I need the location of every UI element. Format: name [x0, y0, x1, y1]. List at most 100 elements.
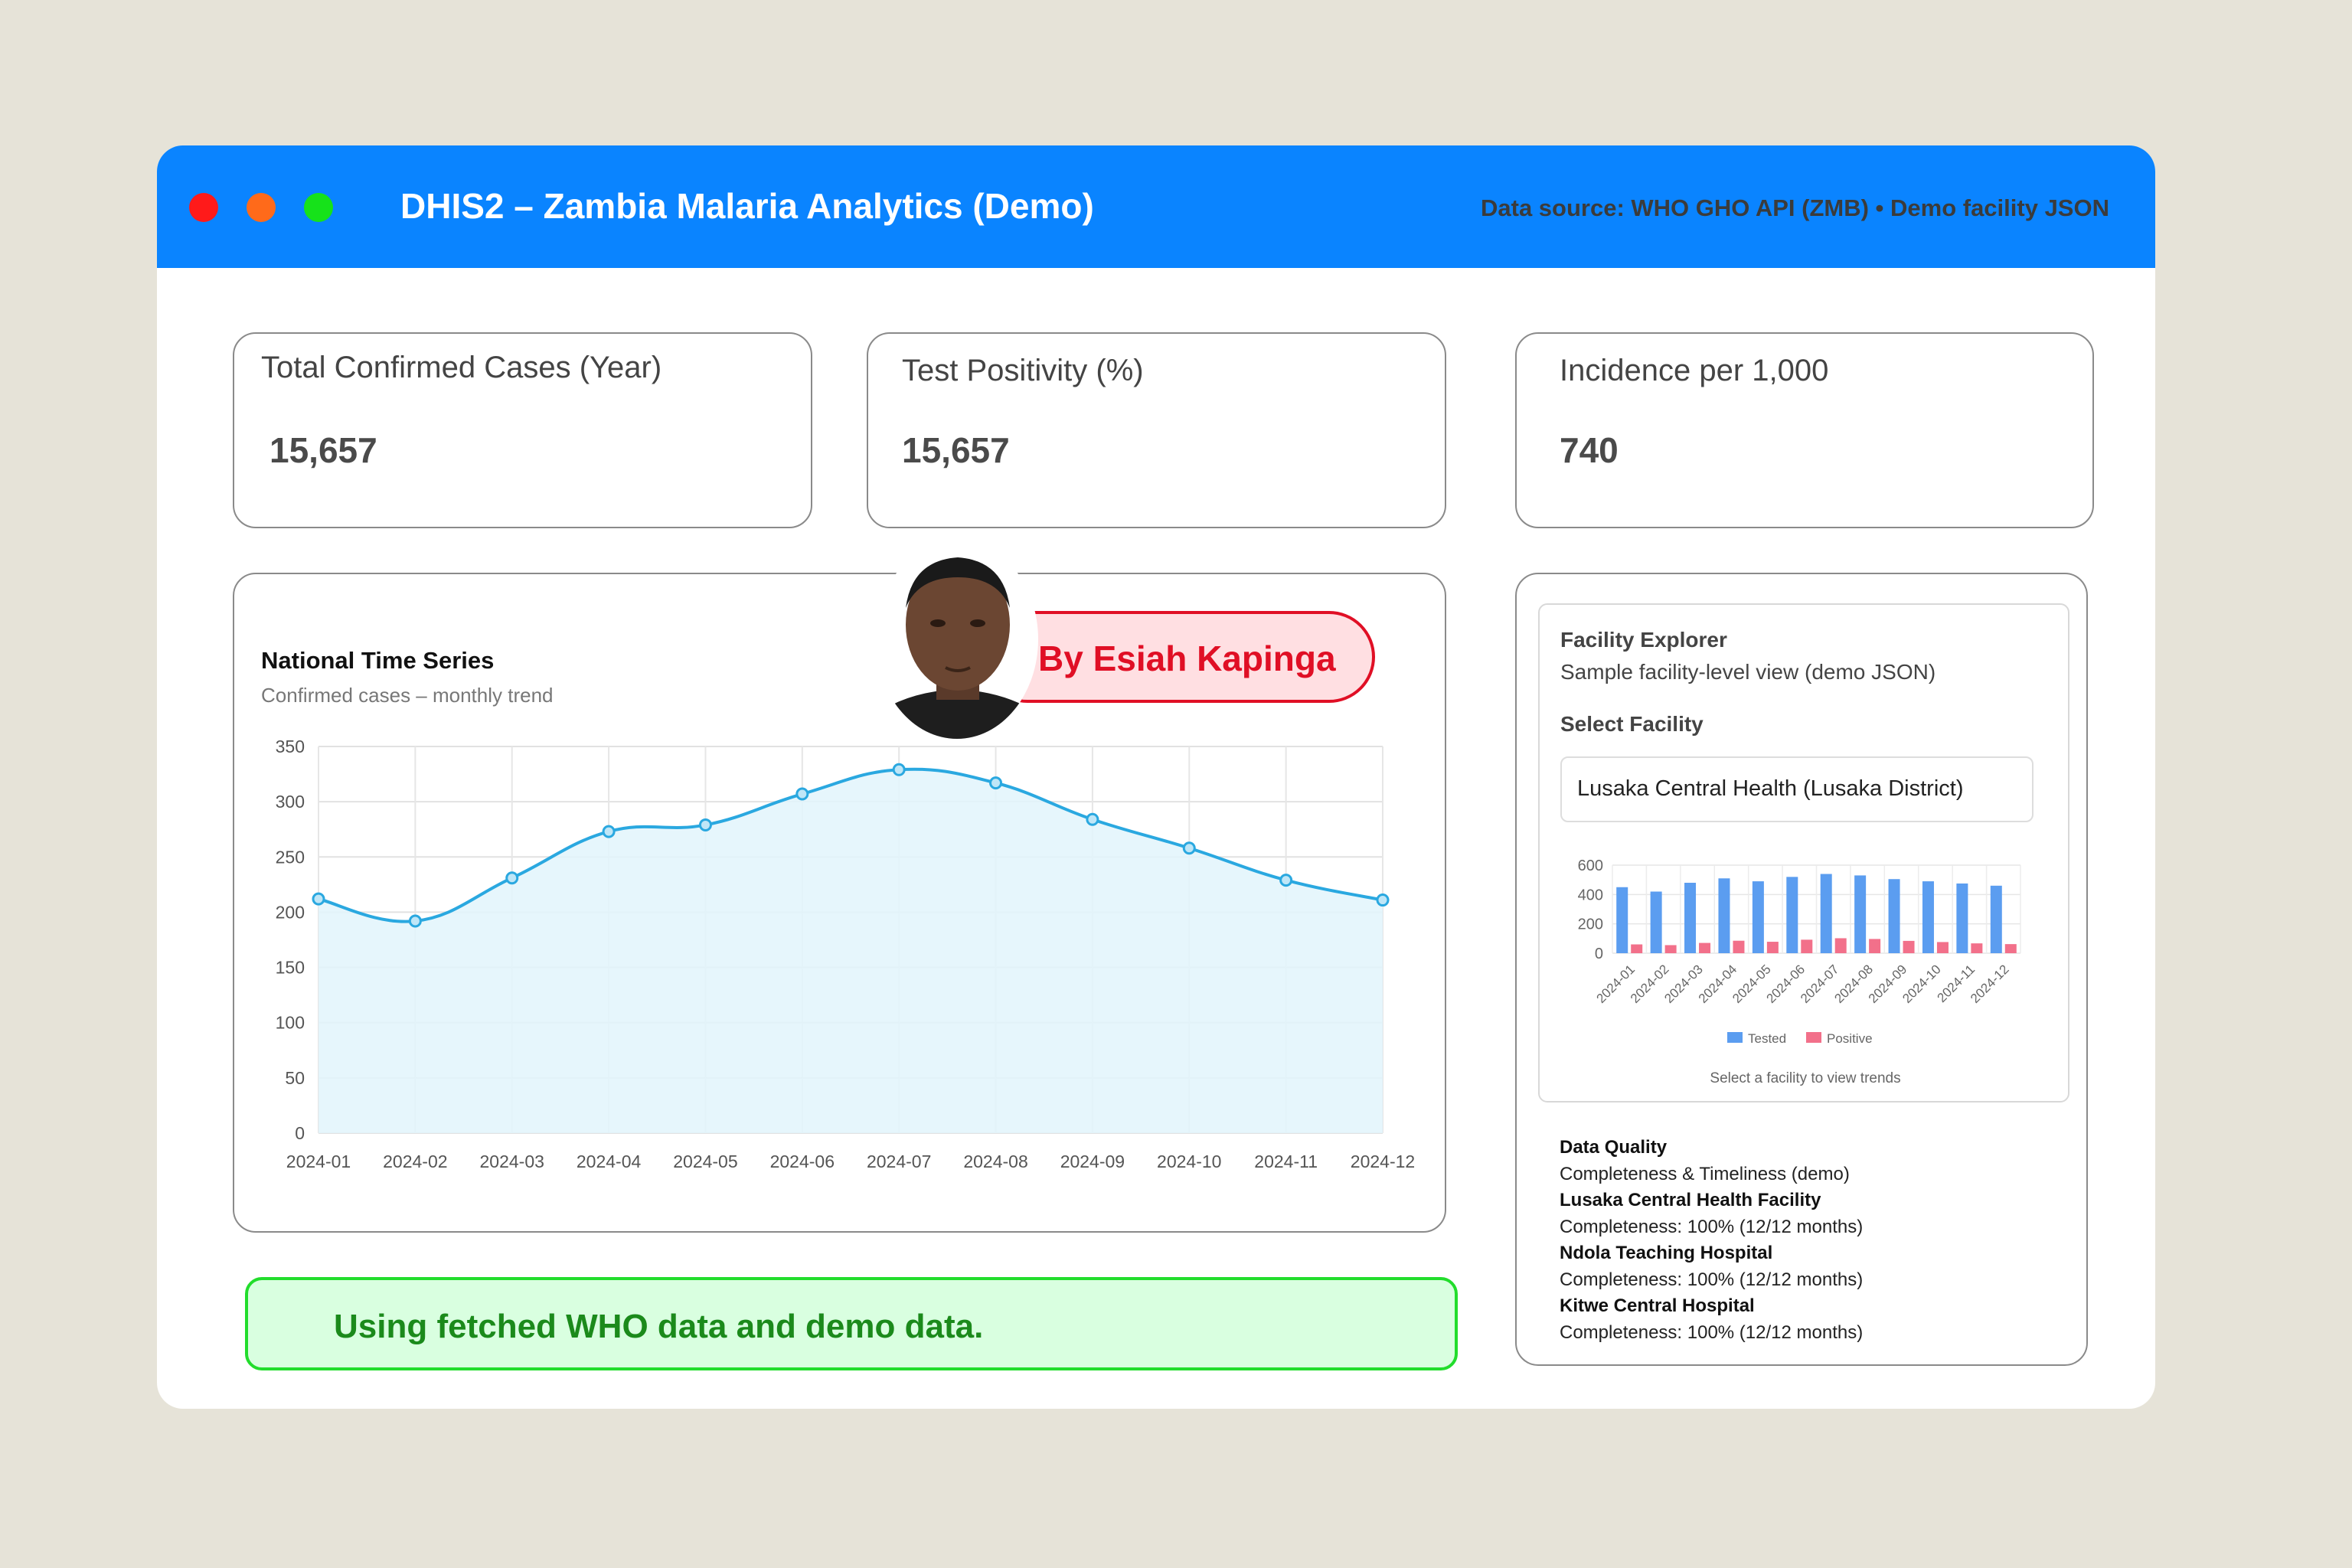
- y-tick-label: 0: [1595, 946, 1603, 962]
- bar-positive: [1664, 945, 1677, 953]
- data-point: [698, 818, 712, 831]
- dq-facility-name: Kitwe Central Hospital: [1560, 1295, 1755, 1316]
- dq-facility-name: Ndola Teaching Hospital: [1560, 1243, 1773, 1263]
- data-point: [505, 871, 519, 885]
- x-tick-label: 2024-12: [1351, 1152, 1415, 1171]
- y-tick-label: 250: [276, 847, 305, 867]
- bar-tested: [1718, 878, 1730, 953]
- legend-label-positive: Positive: [1827, 1031, 1873, 1046]
- x-tick-label: 2024-12: [1968, 962, 2012, 1006]
- y-tick-label: 50: [285, 1068, 305, 1088]
- y-tick-label: 600: [1578, 858, 1603, 874]
- status-message-bar: Using fetched WHO data and demo data.: [245, 1277, 1458, 1370]
- data-quality-title: Data Quality: [1560, 1137, 1668, 1158]
- author-badge: By Esiah Kapinga: [982, 611, 1375, 703]
- x-tick-label: 2024-08: [963, 1152, 1027, 1171]
- data-quality-section: Data Quality Completeness & Timeliness (…: [1560, 1135, 1863, 1346]
- data-point: [312, 892, 325, 906]
- y-tick-label: 400: [1578, 887, 1603, 903]
- x-tick-label: 2024-03: [480, 1152, 544, 1171]
- data-quality-subtitle: Completeness & Timeliness (demo): [1560, 1163, 1850, 1184]
- x-tick-label: 2024-10: [1157, 1152, 1221, 1171]
- y-tick-label: 300: [276, 792, 305, 812]
- x-tick-label: 2024-04: [577, 1152, 642, 1171]
- bar-tested: [1990, 885, 2002, 953]
- series-line: [318, 767, 1383, 923]
- legend-label-tested: Tested: [1748, 1031, 1786, 1046]
- bar-positive: [2004, 944, 2017, 953]
- y-tick-label: 0: [295, 1123, 305, 1143]
- dq-facility-completeness: Completeness: 100% (12/12 months): [1560, 1269, 1864, 1290]
- bar-positive: [1733, 940, 1745, 953]
- bar-positive: [1903, 940, 1915, 953]
- bar-tested: [1820, 874, 1832, 953]
- bar-tested: [1888, 879, 1900, 953]
- data-point: [892, 763, 906, 776]
- kpi-card-test-positivity: Test Positivity (%) 15,657: [867, 332, 1446, 528]
- bar-tested: [1956, 883, 1968, 953]
- author-label: By Esiah Kapinga: [1038, 639, 1336, 678]
- x-tick-label: 2024-05: [673, 1152, 737, 1171]
- x-tick-label: 2024-02: [383, 1152, 447, 1171]
- y-tick-label: 200: [1578, 916, 1603, 933]
- kpi-label: Test Positivity (%): [902, 354, 1144, 387]
- time-series-chart: 0 50 100 150 200 250 300 350 2024-01 2024-02 2024-…: [276, 737, 1416, 1171]
- bar-positive: [1971, 943, 1983, 953]
- bar-tested: [1684, 883, 1697, 953]
- author-avatar: [876, 540, 1038, 739]
- data-source-label: Data source: WHO GHO API (ZMB) • Demo fa…: [1481, 194, 2109, 221]
- x-tick-label: 2024-01: [286, 1152, 351, 1171]
- y-tick-label: 150: [276, 958, 305, 978]
- dq-facility-completeness: Completeness: 100% (12/12 months): [1560, 1321, 1864, 1343]
- bar-positive: [1801, 939, 1813, 953]
- facility-explorer-card: Facility Explorer Sample facility-level …: [1538, 603, 2069, 1102]
- bar-tested: [1786, 877, 1798, 953]
- chart-subtitle: Confirmed cases – monthly trend: [261, 684, 554, 707]
- select-facility-label: Select Facility: [1560, 712, 1704, 736]
- legend-swatch-tested: [1727, 1032, 1743, 1043]
- data-point: [1086, 812, 1099, 826]
- kpi-label: Total Confirmed Cases (Year): [261, 351, 662, 384]
- legend-swatch-positive: [1806, 1032, 1821, 1043]
- minimize-window-button[interactable]: [247, 193, 276, 222]
- facility-explorer-title: Facility Explorer: [1560, 628, 1727, 652]
- status-message: Using fetched WHO data and demo data.: [334, 1308, 984, 1345]
- bar-tested: [1752, 881, 1764, 953]
- bar-positive: [1869, 939, 1881, 953]
- close-window-button[interactable]: [189, 193, 218, 222]
- maximize-window-button[interactable]: [304, 193, 333, 222]
- x-tick-label: 2024-10: [1900, 962, 1944, 1006]
- y-tick-label: 350: [276, 737, 305, 756]
- bar-tested: [1922, 881, 1934, 953]
- dq-facility-completeness: Completeness: 100% (12/12 months): [1560, 1216, 1864, 1237]
- data-point: [1376, 893, 1390, 907]
- kpi-card-total-cases: Total Confirmed Cases (Year) 15,657: [233, 332, 812, 528]
- title-bar: DHIS2 – Zambia Malaria Analytics (Demo) …: [157, 145, 2155, 268]
- kpi-value: 15,657: [270, 430, 377, 470]
- kpi-card-incidence: Incidence per 1,000 740: [1515, 332, 2094, 528]
- app-title: DHIS2 – Zambia Malaria Analytics (Demo): [400, 186, 1094, 226]
- bar-positive: [1699, 942, 1711, 953]
- dq-facility-name: Lusaka Central Health Facility: [1560, 1190, 1821, 1210]
- area-fill: [318, 769, 1383, 1133]
- data-point: [795, 787, 809, 801]
- data-point: [408, 914, 422, 928]
- data-point: [989, 776, 1003, 790]
- x-tick-label: 2024-06: [770, 1152, 835, 1171]
- data-point: [1279, 874, 1293, 887]
- bar-tested: [1616, 887, 1628, 953]
- y-tick-label: 200: [276, 902, 305, 922]
- chart-title: National Time Series: [261, 647, 495, 674]
- facility-panel: Facility Explorer Sample facility-level …: [1515, 573, 2088, 1366]
- x-tick-label: 2024-11: [1254, 1152, 1318, 1171]
- x-tick-label: 2024-07: [867, 1152, 931, 1171]
- bar-positive: [1766, 942, 1779, 953]
- bar-positive: [1936, 942, 1949, 953]
- kpi-value: 740: [1560, 430, 1619, 470]
- data-point: [1182, 841, 1196, 855]
- bar-tested: [1854, 875, 1867, 953]
- facility-explorer-subtitle: Sample facility-level view (demo JSON): [1560, 660, 1936, 684]
- y-tick-label: 100: [276, 1013, 305, 1033]
- facility-select[interactable]: Lusaka Central Health (Lusaka District): [1560, 756, 2034, 822]
- kpi-label: Incidence per 1,000: [1560, 354, 1829, 387]
